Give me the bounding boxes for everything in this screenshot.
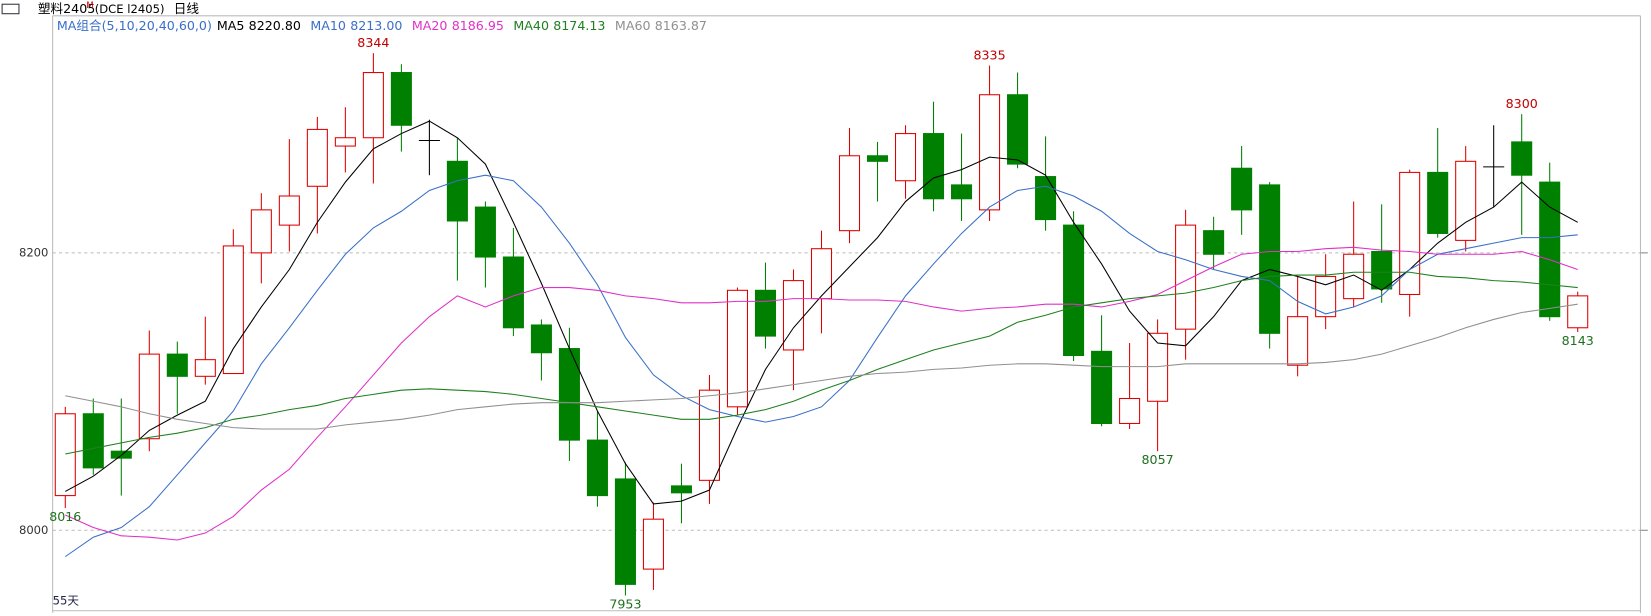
candle-body (446, 160, 468, 222)
candle-body (194, 359, 216, 377)
candle-body (222, 245, 244, 375)
legend-name: MA60 (615, 18, 651, 33)
candle-body (923, 133, 945, 200)
extreme-label: 8016 (49, 509, 81, 524)
candle-body (250, 209, 272, 254)
extreme-label: 8335 (973, 48, 1005, 63)
ma-line (65, 271, 1578, 455)
candle-body (166, 353, 188, 377)
legend-value: 8220.80 (249, 18, 301, 33)
candle-body (1147, 332, 1169, 402)
legend-name: MA5 (217, 18, 245, 33)
candle-body (1203, 230, 1225, 255)
candle-body (698, 389, 720, 481)
period[interactable]: 日线 (174, 1, 200, 16)
candle-body (614, 478, 636, 585)
candle-body (1567, 295, 1589, 329)
extreme-label: 8057 (1142, 452, 1174, 467)
y-tick-label: 8200 (19, 245, 48, 259)
candle-body (1007, 94, 1029, 165)
legend-name: MA40 (513, 18, 549, 33)
ma-line (64, 174, 1578, 558)
candle-body (726, 289, 749, 408)
symbol: 塑料2405 (38, 1, 95, 16)
ma-line (65, 303, 1578, 430)
extreme-label: 8300 (1506, 96, 1538, 111)
legend-name: MA20 (412, 18, 448, 33)
candle-body (1259, 184, 1281, 334)
legend-value: 8174.13 (553, 18, 605, 33)
candle-body (838, 155, 861, 232)
candle-body (1315, 275, 1337, 318)
candle-body (894, 133, 917, 182)
layout-icon[interactable] (1, 3, 20, 15)
candle-body (810, 248, 833, 300)
candle-body (1371, 250, 1393, 290)
candle-body (278, 195, 300, 226)
candle-body (82, 413, 104, 469)
candle-body (558, 348, 580, 441)
legend-value: 8213.00 (350, 18, 402, 33)
extreme-label: 8344 (357, 35, 389, 50)
candle-body (782, 280, 805, 351)
bar-count: 55天 (53, 594, 80, 608)
candle-body (1343, 253, 1365, 300)
legend-value: 8186.95 (452, 18, 504, 33)
candle-body (138, 353, 160, 440)
candle-body (502, 256, 524, 329)
candle-body (1035, 176, 1057, 221)
candle-body (474, 206, 496, 258)
extreme-label: 8143 (1562, 333, 1594, 348)
candle-body (670, 485, 692, 494)
candle-body (1539, 181, 1561, 318)
candle-body (1119, 397, 1141, 424)
exchange-code: (DCE l2405) (95, 2, 165, 16)
candle-body (951, 184, 973, 200)
candle-body (1511, 141, 1533, 176)
y-tick-label: 8000 (19, 523, 48, 537)
ma-line (65, 120, 1578, 505)
candle-body (1091, 350, 1113, 424)
candle-body (390, 72, 412, 126)
candle-body (1455, 160, 1477, 241)
candle-body (362, 72, 384, 139)
candle-body (754, 289, 777, 337)
candle-body (1287, 316, 1309, 366)
legend-name: MA10 (310, 18, 346, 33)
legend-value: 8163.87 (655, 18, 707, 33)
extreme-label: 7953 (609, 596, 641, 611)
candle-body (334, 137, 356, 147)
candle-body (979, 94, 1001, 211)
candle-body (530, 324, 552, 354)
candle-body (586, 439, 608, 497)
candle-body (1231, 167, 1253, 211)
candle-body (642, 518, 664, 570)
candle-body (1063, 224, 1085, 357)
indicator-name[interactable]: MA组合(5,10,20,40,60,0) (57, 18, 212, 33)
candle-body (54, 413, 76, 497)
candle-body (1427, 171, 1449, 234)
candle-body (1399, 171, 1421, 296)
candle-body (306, 128, 328, 187)
candle-body (866, 155, 889, 162)
ma-line (65, 246, 1578, 541)
superscript: M (86, 0, 93, 10)
candle-body (1175, 224, 1197, 330)
